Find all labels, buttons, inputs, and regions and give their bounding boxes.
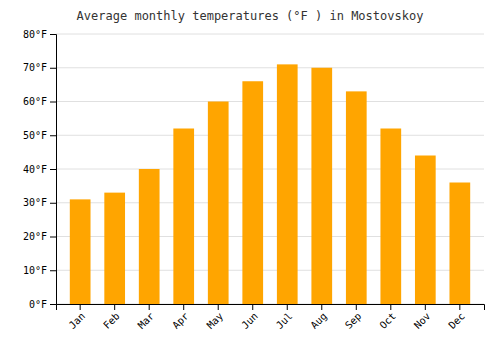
- tick-label: Oct: [377, 310, 398, 331]
- tick-label: Mar: [136, 310, 157, 331]
- bars: [70, 64, 470, 304]
- tick-label: 0°F: [29, 299, 47, 310]
- tick-mark: [114, 304, 115, 310]
- title: Average monthly temperatures (°F ) in Mo…: [77, 9, 424, 23]
- bar: [173, 129, 194, 305]
- tick-label: 10°F: [23, 265, 47, 276]
- bar: [311, 68, 332, 304]
- tick: 60°F: [23, 96, 56, 107]
- tick-mark: [252, 304, 253, 310]
- tick-label: 20°F: [23, 231, 47, 242]
- bar: [242, 81, 263, 304]
- tick-label: Sep: [343, 310, 364, 331]
- tick: Apr: [170, 304, 191, 331]
- bar: [70, 199, 91, 304]
- bar: [104, 193, 125, 304]
- chart: 0°F 10°F 20°F 30°F 40°F 50°F 60°F 70°F 80°F Jan Fe…: [0, 0, 500, 350]
- tick: Nov: [412, 304, 433, 331]
- tick-mark: [390, 304, 391, 310]
- tick-mark: [50, 237, 56, 238]
- tick-mark: [50, 102, 56, 103]
- tick: Jun: [239, 304, 260, 331]
- bar: [277, 64, 298, 304]
- tick: 70°F: [23, 62, 56, 73]
- tick-label: May: [205, 310, 226, 331]
- tick: Jan: [67, 304, 88, 331]
- tick-label: Jun: [239, 310, 260, 331]
- tick-label: Jan: [67, 310, 88, 331]
- tick-label: Jul: [274, 310, 295, 331]
- tick-mark: [183, 304, 184, 310]
- tick: Oct: [377, 304, 398, 331]
- tick: Mar: [136, 304, 157, 331]
- tick: 50°F: [23, 130, 56, 141]
- tick: 0°F: [29, 299, 56, 310]
- tick-mark: [425, 304, 426, 310]
- tick-mark: [218, 304, 219, 310]
- tick: 40°F: [23, 164, 56, 175]
- tick-label: 50°F: [23, 130, 47, 141]
- tick-label: 40°F: [23, 164, 47, 175]
- y-axis: 0°F 10°F 20°F 30°F 40°F 50°F 60°F 70°F 80°F: [23, 29, 57, 310]
- tick-mark: [50, 304, 56, 305]
- bar: [208, 102, 229, 305]
- tick-mark: [50, 270, 56, 271]
- tick: 80°F: [23, 29, 56, 40]
- axis-line: [50, 35, 57, 305]
- tick-mark: [50, 203, 56, 204]
- tick-mark: [50, 135, 56, 136]
- grid-line: [56, 34, 484, 35]
- bar: [449, 183, 470, 305]
- bar: [346, 91, 367, 304]
- bar: [139, 169, 160, 304]
- tick-label: 70°F: [23, 62, 47, 73]
- tick-label: Apr: [170, 310, 191, 331]
- tick: Sep: [343, 304, 364, 331]
- grid-line: [56, 135, 484, 136]
- tick-mark: [149, 304, 150, 310]
- tick-mark: [287, 304, 288, 310]
- x-axis: Jan Feb Mar Apr May Jun Jul Aug Sep Oct Nov Dec: [57, 304, 485, 331]
- tick-label: Nov: [412, 310, 433, 331]
- tick: Feb: [101, 304, 122, 331]
- tick-label: Dec: [446, 310, 467, 331]
- tick: May: [205, 304, 226, 331]
- tick: 10°F: [23, 265, 56, 276]
- tick-label: 30°F: [23, 197, 47, 208]
- tick: Aug: [308, 304, 329, 331]
- bar: [415, 156, 436, 305]
- tick-label: 80°F: [23, 29, 47, 40]
- grid-line: [56, 101, 484, 102]
- tick-label: Feb: [101, 310, 122, 331]
- tick: 30°F: [23, 197, 56, 208]
- grid: [56, 34, 484, 304]
- tick-label: Aug: [308, 310, 329, 331]
- bar: [380, 129, 401, 305]
- tick-mark: [459, 304, 460, 310]
- tick: Jul: [274, 304, 295, 331]
- tick-mark: [50, 68, 56, 69]
- tick: Dec: [446, 304, 467, 331]
- tick-label: 60°F: [23, 96, 47, 107]
- tick-mark: [356, 304, 357, 310]
- tick: 20°F: [23, 231, 56, 242]
- tick-mark: [321, 304, 322, 310]
- grid-line: [56, 67, 484, 68]
- axis-line: [57, 305, 485, 311]
- tick-mark: [80, 304, 81, 310]
- plot-area: 0°F 10°F 20°F 30°F 40°F 50°F 60°F 70°F 80°F Jan Fe…: [23, 29, 485, 331]
- tick-mark: [50, 34, 56, 35]
- tick-mark: [50, 169, 56, 170]
